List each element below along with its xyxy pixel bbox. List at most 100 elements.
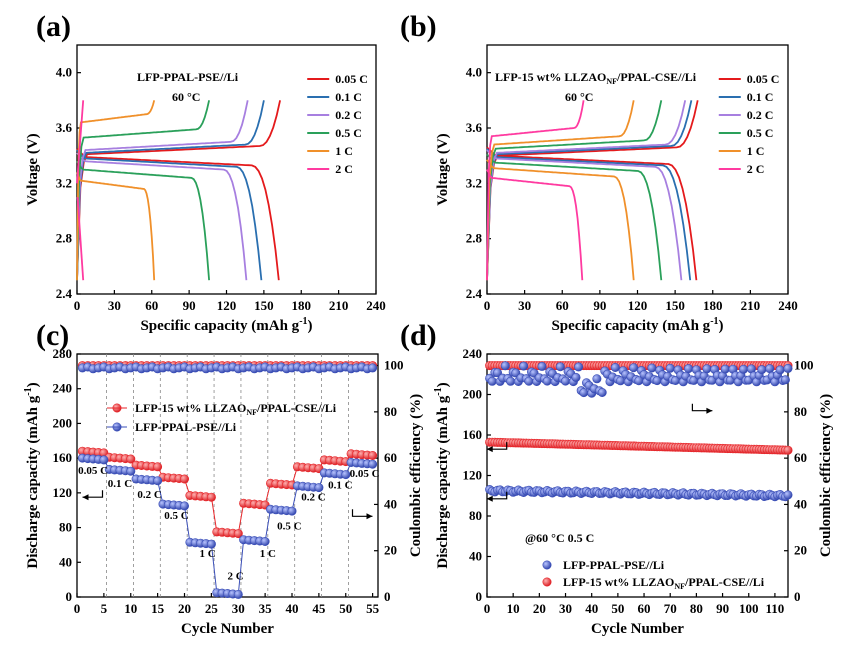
annotation-temp: 60 °C [565,90,593,104]
x-tick-label: 210 [329,298,349,313]
y2-tick-label: 0 [384,589,391,604]
x-axis-label-main: Cycle Number [181,621,274,637]
efficiency-point [368,363,378,373]
panel-2: (c)0 5 10 15 20 25 30 35 40 45 50 55040801201602002… [23,319,424,637]
x-tick-label: 15 [151,601,165,616]
efficiency-point [765,364,775,374]
capacity-point [260,536,270,546]
x-tick-label: 240 [778,298,798,313]
capacity-point [153,476,163,486]
x-tick-label: 240 [366,298,386,313]
legend-label: LFP-PPAL-PSE//Li [563,558,665,572]
discharge-curve-2 [486,149,683,281]
charge-curve-3 [486,100,663,281]
legend-label: 0.1 C [747,90,774,104]
efficiency-point [702,364,712,374]
legend-label: LFP-PPAL-PSE//Li [135,420,237,434]
discharge-curve-4 [76,171,156,281]
y-axis-label-main: Voltage (V) [435,133,451,205]
x-tick-label: 45 [312,601,326,616]
x-tick-label: 180 [703,298,723,313]
x-tick-label: 90 [716,601,729,616]
y-tick-label: 2.8 [466,231,483,246]
x-axis-label-tail: ) [308,318,313,334]
efficiency-point [757,365,767,375]
annotation-title-sub: NF [606,77,617,86]
capacity-point [126,466,136,476]
x-tick-label: 210 [741,298,761,313]
legend-label: 1 C [335,144,353,158]
axis-arrow-head [366,513,373,520]
y-tick-label: 160 [53,450,73,465]
capacity-point [206,492,216,502]
capacity-point [233,529,243,539]
x-tick-label: 90 [593,298,606,313]
x-axis-label-sup: -1 [299,316,307,327]
x-tick-label: 80 [690,601,703,616]
y-axis-label: Discharge capacity (mAh g-1) [433,382,451,568]
charge-curve-4 [486,100,635,281]
rate-label: 1 C [200,548,216,560]
y-axis-label: Voltage (V) [25,133,41,205]
panel-1: (b) 0 30 60 90 120 150 180 210 240 2.4 2.8 3.2 3.6 4.0… [400,10,798,334]
charge-curve-0 [76,100,281,281]
y-tick-label: 160 [463,427,483,442]
legend-marker-blue [542,560,552,570]
y-tick-label: 280 [53,346,73,361]
discharge-curve-5 [486,169,584,281]
annotation-temp: 60 °C [172,90,200,104]
legend-label: LFP-15 wt% LLZAONF/PPAL-CSE//Li [563,575,765,591]
axis-arrow-head [486,495,493,502]
x-tick-label: 50 [339,601,352,616]
x-tick-label: 20 [178,601,191,616]
x-tick-label: 90 [183,298,196,313]
legend-label: 0.5 C [747,126,774,140]
y-tick-label: 2.4 [56,286,73,301]
y-tick-label: 3.6 [466,120,483,135]
efficiency-point [492,368,502,378]
y-axis-label-sup: -1 [23,387,34,395]
panel-label: (c) [36,319,69,352]
efficiency-point [542,376,552,386]
y2-tick-label: 60 [794,450,807,465]
axis-arrow [82,490,104,498]
y-tick-label: 80 [59,520,72,535]
legend-label: 2 C [335,162,353,176]
discharge-curve-5 [76,197,85,281]
legend-label: 2 C [747,162,765,176]
x-axis-label-main: Specific capacity (mAh g [140,318,299,334]
y-tick-label: 40 [59,554,72,569]
x-axis-label: Cycle Number [181,621,274,637]
axis-arrow-head [82,494,89,501]
capacity-point [783,445,793,455]
rate-label: 0.05 C [78,465,108,477]
rate-label: 0.5 C [164,510,189,522]
y-axis-label-main: Discharge capacity (mAh g [25,395,41,568]
y-axis-label-sup: -1 [433,387,444,395]
y-axis-label-main: Voltage (V) [25,133,41,205]
rate-label: 0.2 C [137,489,162,501]
legend-label-tail: /PPAL-CSE//Li [684,575,765,589]
capacity-point [314,483,324,493]
efficiency-point [610,362,620,372]
capacity-point [99,455,109,465]
efficiency-point [647,363,657,373]
y2-tick-label: 40 [794,496,807,511]
efficiency-point [783,363,793,373]
legend-label: LFP-15 wt% LLZAONF/PPAL-CSE//Li [135,401,337,417]
x-tick-label: 30 [518,298,531,313]
discharge-curve-4 [486,159,635,281]
y2-axis-label: Coulombic efficiency (%) [408,394,424,557]
axis-arrow [351,509,373,517]
charge-curve-0 [486,100,699,281]
x-tick-label: 25 [205,601,219,616]
y2-axis-label: Coulombic efficiency (%) [818,394,834,557]
y-tick-label: 120 [463,468,483,483]
annotation-title-tail: /PPAL-CSE//Li [616,70,697,84]
rate-label: 0.1 C [108,478,133,490]
rate-label: 0.2 C [301,492,326,504]
x-tick-label: 0 [74,298,81,313]
rate-label: 0.5 C [277,520,302,532]
legend-label-main: LFP-15 wt% LLZAO [563,575,674,589]
